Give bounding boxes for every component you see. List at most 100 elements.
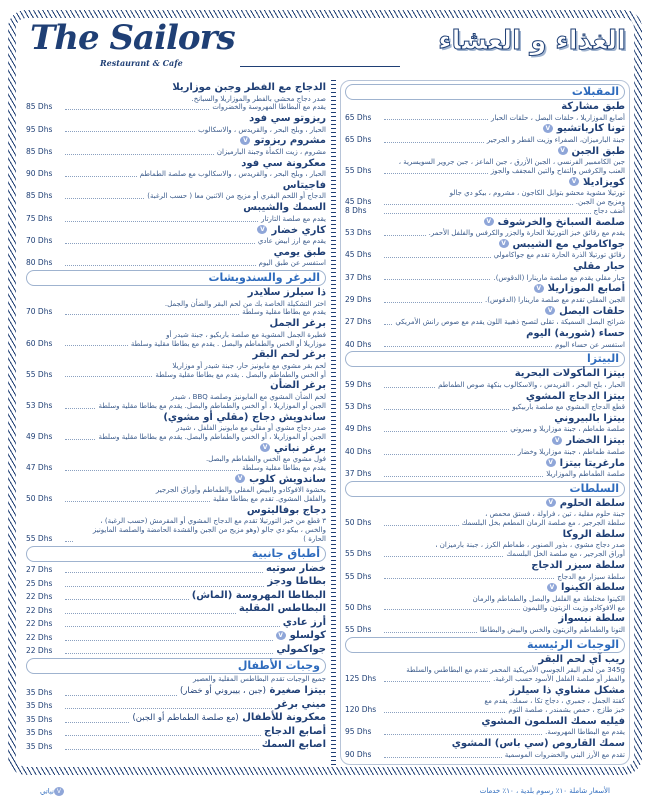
item-description: استفسر عن طبق اليوم (258, 259, 326, 268)
item-description: كفتة الجمل ، جمبري ، دجاج تكا ، سمك. يقد… (484, 697, 625, 706)
price: 35 Dhs (26, 701, 53, 711)
price: 50 Dhs (345, 518, 372, 528)
price-row: الحبار ، وبلح البحر ، والقريدس ، والاسكا… (26, 169, 326, 179)
item-description: التونا والطماطم والزيتون والخس والبيض وا… (479, 625, 625, 634)
dotted-leader (384, 346, 553, 348)
item-name: خضار سوتيه (266, 563, 326, 576)
price-row: يقدم مع ارز ابيض عادي 70 Dhs (26, 236, 326, 246)
section-header: أطباق جانبية (26, 545, 326, 562)
item-description: تورتيلا مشوية محشو بتوابل الكاجون ، مشرو… (449, 189, 625, 198)
price: 27 Dhs (345, 317, 372, 327)
item-name: معكرونة للأطفال (مع صلصة الطماطم أو الجب… (132, 712, 326, 725)
item-description: خبز طازج ، حمص بشمندر ، صلصة الثوم (508, 706, 625, 715)
section-header: السلطات (345, 480, 625, 497)
price-row: كولسلوV 22 Dhs (26, 630, 326, 643)
price: 22 Dhs (26, 605, 53, 615)
menu-item: حبار مقلي حبار مقلي يقدم مع صلصة مارينارا… (345, 261, 625, 282)
dotted-leader (65, 599, 189, 601)
price: 65 Dhs (345, 112, 372, 122)
price-row: والفطر أو صلصة الفلفل الأسود حسب الرغبة.… (345, 674, 625, 684)
item-name-text: بيتزا الخضار (566, 435, 625, 447)
price: 85 Dhs (26, 102, 53, 112)
dotted-leader (384, 279, 491, 281)
menu-item: أصابع الموزاريلاV الجبن المقلي تقدم مع صل… (345, 283, 625, 304)
menu-item: تونا كارباتشيوV جبنة البارميزان، الصفراء … (345, 123, 625, 144)
price-row: والفلفل المشوي. تقدم مع بطاطا مقلية 50 Dh… (26, 494, 326, 504)
item-name-text: بيتزا الدجاج المشوي (525, 390, 625, 402)
menu-item: بيتزا الخضارV صلصة طماطم ، جبنة موزاريلا … (345, 435, 625, 456)
price: 49 Dhs (345, 424, 372, 434)
dotted-leader (65, 735, 261, 737)
price-row: بطاطا ودجز 25 Dhs (26, 576, 326, 589)
item-name-text: حلقات البصل (559, 305, 625, 317)
vegan-icon: V (533, 283, 544, 293)
price: 22 Dhs (26, 592, 53, 602)
price-row: البطاطا المهروسة (الماش) 22 Dhs (26, 590, 326, 603)
item-description: فطيرة الجمل المشوية مع صلصة باربكيو ، جب… (166, 330, 326, 339)
item-description: يقدم مع ارز ابيض عادي (257, 237, 326, 246)
dotted-leader (384, 711, 506, 713)
menu-item: خضار سوتيه 27 Dhs (26, 563, 326, 576)
item-name-text: ريب آي لحم البقر (538, 653, 625, 665)
dotted-leader (65, 639, 273, 641)
item-name-text: جواكمولي (276, 643, 326, 655)
item-name-text: بطاطا ودجز (267, 576, 326, 588)
dotted-leader (384, 609, 520, 611)
menu-item: جواكامولي مع الشيبسV رقائق تورتيلا الذرة … (345, 239, 625, 260)
item-description: الكينوا مختلطة مع الفلفل والبصل والطماطم… (472, 594, 625, 603)
item-description: الحبار ، بلح البحر ، القريدس ، والاسكالو… (438, 380, 625, 389)
vegan-icon: V (557, 146, 568, 156)
dotted-leader (65, 694, 177, 696)
item-description: فول مشوي مع الخس والطماطم والبصل. (205, 455, 326, 464)
item-name-text: ريزوتو سي فود (249, 113, 326, 125)
item-description: ٣ قطع من خبز التورتيلا تقدم مع الدجاج ال… (100, 517, 326, 526)
price: 27 Dhs (26, 565, 53, 575)
dotted-leader (384, 578, 555, 580)
item-extra: أضف دجاج (593, 206, 625, 215)
item-name: ريزوتو سي فود (26, 113, 326, 126)
price-row: يقدم مع صلصة التارتار 75 Dhs (26, 214, 326, 224)
item-name: بطاطا ودجز (267, 576, 326, 589)
item-name-text: أصابع الموزاريلا (547, 283, 625, 295)
vegan-legend: Vنباتي (40, 787, 68, 797)
section-header: وجبات الأطفال (26, 658, 326, 675)
item-description: والفطر أو صلصة الفلفل الأسود حسب الرغبة. (493, 675, 625, 684)
price: 40 Dhs (345, 339, 372, 349)
price-row: معكرونة للأطفال (مع صلصة الطماطم أو الجب… (26, 712, 326, 725)
item-name-text: كولسلو (289, 630, 326, 642)
item-name: حساء (شوربة) اليوم (345, 328, 625, 341)
dotted-leader (384, 234, 426, 236)
item-description: مشروم ، زيت الكمأة وجبنة البارميزان (216, 147, 326, 156)
dotted-leader (384, 203, 573, 205)
item-name: ميني برغر (275, 699, 326, 712)
item-description: اختر التشكيلة الخاصة بك من لحم البقر وال… (164, 299, 326, 308)
menu-item: ساندويش كلوبV بحشوة الافوكادو والبيض المق… (26, 474, 326, 504)
vegan-icon: V (552, 435, 563, 445)
dotted-leader (65, 109, 210, 111)
menu-item: البطاطس المقلية 22 Dhs (26, 603, 326, 616)
price-row: مشروم ، زيت الكمأة وجبنة البارميزان 85 Dh… (26, 147, 326, 157)
header-rule (240, 66, 400, 67)
item-description: الحبار ، وبلح البحر ، والقريدس ، والاسكا… (139, 170, 326, 179)
dotted-leader (65, 708, 273, 710)
vegan-icon: V (545, 498, 556, 508)
item-description: ومزيج من الجبن. (575, 197, 625, 206)
menu-item: بيتزا المأكولات البحرية الحبار ، بلح البح… (345, 368, 625, 389)
menu-item: دجاج بوفاليتوس ٣ قطع من خبز التورتيلا تقد… (26, 505, 326, 544)
section-header: البرغر والسندويشات (26, 270, 326, 287)
item-name: كويزاديلاV (345, 177, 625, 190)
item-name-text: اصابع السمك (261, 739, 326, 751)
item-description: حبار مقلي يقدم مع صلصة مارينارا (الدقوس)… (493, 273, 625, 282)
prices-note: الأسعار شاملة ١٠٪ رسوم بلدية ، ١٠٪ خدمات (479, 787, 610, 795)
price-row: حبار مقلي يقدم مع صلصة مارينارا (الدقوس)… (345, 272, 625, 283)
item-name-text: طبق الجبن (571, 145, 625, 157)
menu-item: سلطة الكينواV الكينوا مختلطة مع الفلفل وا… (345, 582, 625, 612)
item-name: أصابع الموزاريلاV (345, 283, 625, 296)
price-row: جواكمولي 22 Dhs (26, 644, 326, 657)
price: 37 Dhs (345, 272, 372, 282)
price-row: أصابع الدجاج 35 Dhs (26, 726, 326, 739)
price: 55 Dhs (345, 165, 372, 175)
menu-item: اصابع السمك 35 Dhs (26, 739, 326, 752)
dotted-leader (384, 631, 477, 633)
menu-item: سلطة نيسواز التونا والطماطم والزيتون والخ… (345, 613, 625, 634)
